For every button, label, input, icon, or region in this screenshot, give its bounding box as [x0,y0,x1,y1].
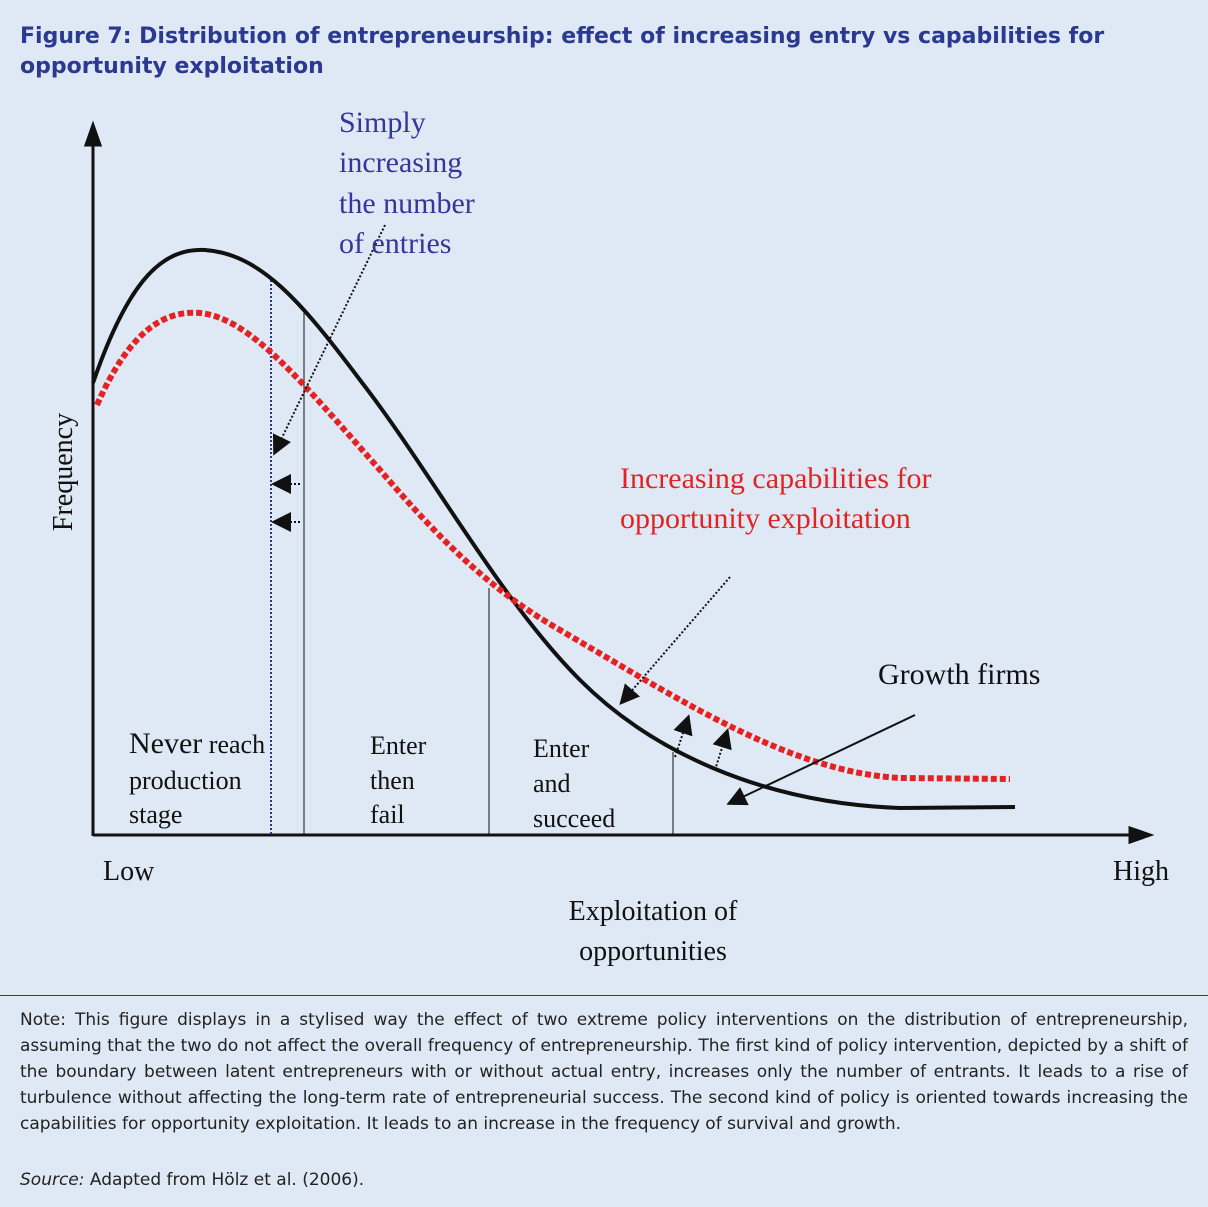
x-axis-label: Exploitation of [569,896,738,927]
figure-title: Figure 7: Distribution of entrepreneursh… [20,24,1105,79]
source: Source: Adapted from Hölz et al. (2006). [20,1170,364,1190]
region-label: production [129,766,242,795]
region-label: Enter [370,731,427,760]
entry-annotation: increasing [339,146,462,179]
source-label: Source: [20,1170,85,1190]
entry-annotation: the number [339,187,475,220]
arrows [271,224,916,806]
boundaries [270,280,674,835]
entry-annotation: of entries [339,227,451,260]
region-label: stage [129,800,182,829]
capability-annotation: Increasing capabilities for [620,462,932,495]
diagram: Frequency Low High Exploitation of oppor… [48,106,1169,967]
note: Note: This figure displays in a stylised… [20,1010,1188,1134]
x-axis-label: opportunities [579,936,727,967]
source-text: Adapted from Hölz et al. (2006). [89,1170,365,1190]
region-label: and [533,769,571,798]
region-label: fail [370,800,405,829]
axes [83,120,1155,845]
y-axis-label: Frequency [48,413,79,531]
region-label: Never reach [129,727,265,760]
region-label: Enter [533,734,590,763]
capability-annotation: opportunity exploitation [620,502,911,535]
region-label: succeed [533,804,615,833]
region-label: then [370,766,415,795]
x-high: High [1113,856,1169,887]
shifted-curve [94,309,1011,782]
original-curve [91,247,1016,811]
growth-label: Growth firms [878,658,1040,691]
x-low: Low [103,856,155,887]
entry-annotation: Simply [339,106,426,139]
separator [0,995,1208,996]
